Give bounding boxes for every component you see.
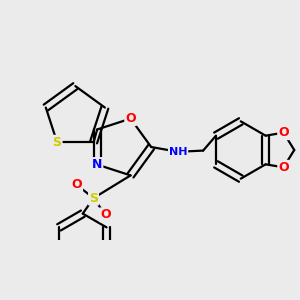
Text: O: O [71,178,82,191]
Text: N: N [92,158,102,171]
Text: O: O [100,208,111,221]
Text: O: O [278,161,289,174]
Text: O: O [125,112,136,125]
Text: S: S [52,136,62,149]
Text: O: O [278,126,289,139]
Text: S: S [89,192,98,205]
Text: NH: NH [169,147,187,157]
